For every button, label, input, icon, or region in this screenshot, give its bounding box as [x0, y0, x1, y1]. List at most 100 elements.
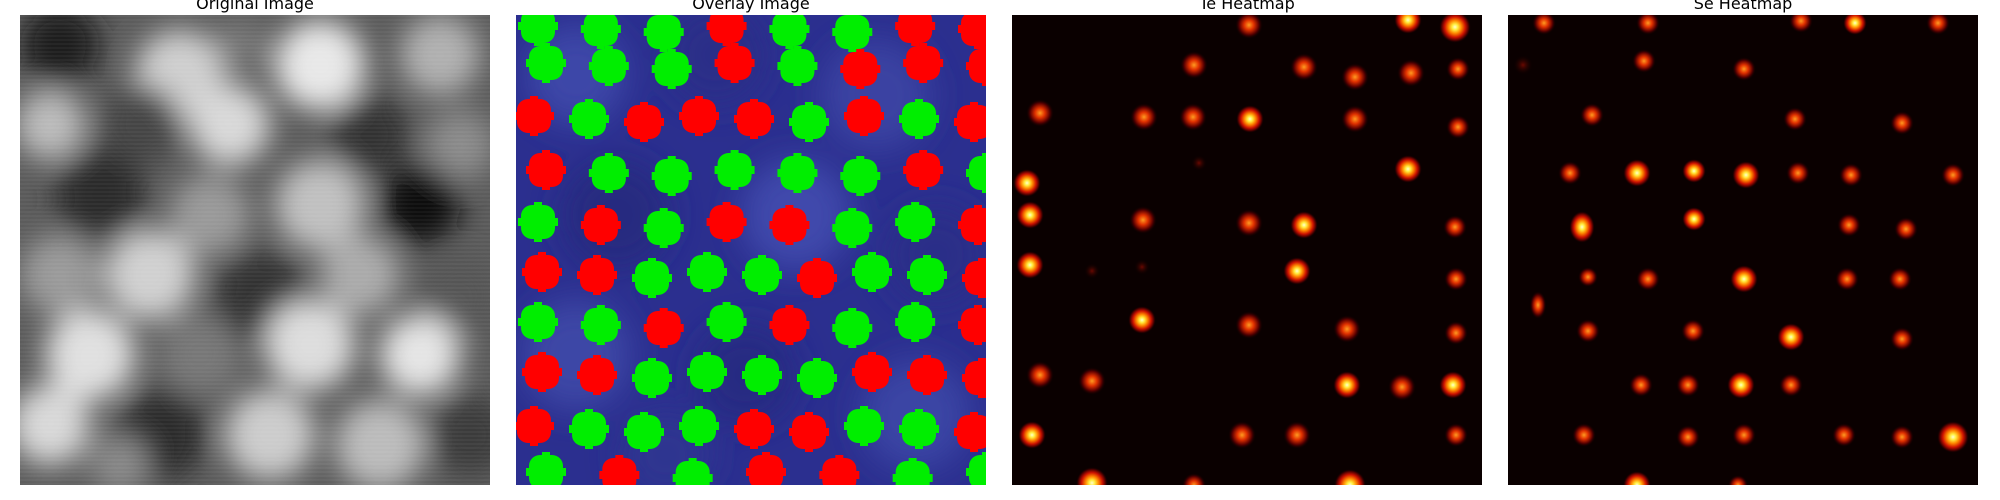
heat-spot — [1016, 201, 1044, 229]
heat-spot — [1130, 103, 1158, 131]
green-site — [526, 452, 566, 485]
heat-spot — [1730, 265, 1758, 293]
red-site — [580, 205, 621, 245]
heat-spot — [1179, 103, 1207, 131]
green-site — [518, 202, 558, 242]
red-site — [643, 308, 684, 348]
green-site — [895, 202, 936, 242]
red-site — [852, 352, 892, 392]
green-site — [580, 15, 621, 49]
green-site — [526, 43, 566, 83]
heat-spot — [1789, 15, 1813, 33]
te-heatmap-panel — [1012, 15, 1482, 485]
heat-spot — [1013, 169, 1041, 197]
green-site — [797, 358, 837, 398]
red-site — [958, 15, 986, 49]
overlay-image — [516, 15, 986, 485]
red-site — [954, 102, 986, 142]
heat-spot — [1636, 15, 1660, 35]
green-site — [518, 302, 558, 342]
red-site — [522, 352, 562, 392]
green-site — [672, 458, 713, 485]
heat-spot — [1084, 263, 1100, 279]
red-site — [516, 96, 554, 136]
heat-spot — [1290, 53, 1318, 81]
red-site — [734, 99, 774, 139]
green-site — [679, 406, 719, 446]
heat-spot — [1016, 251, 1044, 279]
green-site — [769, 15, 810, 49]
heat-spot — [1236, 105, 1264, 133]
heat-spot — [1732, 161, 1760, 189]
heat-spot — [1026, 361, 1054, 389]
green-site — [832, 15, 873, 52]
heat-spot — [1283, 257, 1311, 285]
heat-spot — [1576, 319, 1600, 343]
heat-spot — [1446, 115, 1470, 139]
heat-spot — [1832, 423, 1856, 447]
heat-spot — [1443, 215, 1467, 239]
green-site — [832, 208, 873, 248]
heat-spot — [1894, 217, 1918, 241]
red-site — [844, 96, 884, 136]
red-site — [797, 258, 837, 298]
red-site — [734, 409, 774, 449]
red-site — [577, 355, 617, 395]
green-site — [899, 99, 939, 139]
green-site — [895, 302, 936, 342]
heat-spot — [1682, 159, 1706, 183]
green-site — [844, 406, 884, 446]
green-site — [907, 255, 947, 295]
heat-spot — [1732, 57, 1756, 81]
green-site — [632, 358, 672, 398]
se-heatmap-panel — [1508, 15, 1978, 485]
heat-spot — [1558, 161, 1582, 185]
red-site — [679, 96, 719, 136]
overlay-image-panel — [516, 15, 986, 485]
green-site — [789, 102, 829, 142]
red-site — [599, 455, 640, 485]
heat-spot — [1283, 421, 1311, 449]
red-site — [907, 355, 947, 395]
red-site — [624, 102, 664, 142]
heat-spot — [1623, 159, 1651, 187]
heat-spot — [1397, 59, 1425, 87]
heat-spot — [1732, 423, 1756, 447]
heat-spot — [1333, 371, 1361, 399]
red-site — [840, 49, 881, 89]
heat-spot — [1728, 475, 1748, 485]
heat-spot — [1837, 213, 1861, 237]
heat-spot — [1394, 15, 1422, 34]
red-site — [706, 202, 747, 242]
overlay-image-title: Overlay Image — [692, 0, 810, 13]
heat-spot — [1623, 471, 1651, 485]
heat-spot — [1513, 55, 1533, 75]
heat-spot — [1835, 267, 1859, 291]
heat-spot — [1676, 425, 1700, 449]
green-site — [742, 355, 782, 395]
heat-spot — [1180, 51, 1208, 79]
red-site — [966, 46, 986, 86]
red-site — [958, 305, 986, 345]
red-site — [962, 258, 986, 298]
green-site — [651, 49, 692, 89]
green-site — [687, 252, 727, 292]
red-site — [895, 15, 936, 46]
heat-spot — [1444, 321, 1468, 345]
red-site — [577, 255, 617, 295]
heat-spot — [1334, 469, 1366, 485]
green-site — [651, 156, 692, 196]
green-site — [580, 305, 621, 345]
heat-spot — [1228, 421, 1256, 449]
red-site — [903, 43, 944, 83]
heat-spot — [1727, 371, 1755, 399]
green-site — [966, 452, 986, 485]
red-site — [746, 452, 786, 485]
heat-spot — [1843, 15, 1867, 35]
green-site — [643, 208, 684, 248]
heat-spot — [1572, 423, 1596, 447]
heat-spot — [1078, 367, 1106, 395]
original-image — [20, 15, 490, 485]
green-site — [966, 153, 986, 193]
heat-spot — [1128, 306, 1156, 334]
